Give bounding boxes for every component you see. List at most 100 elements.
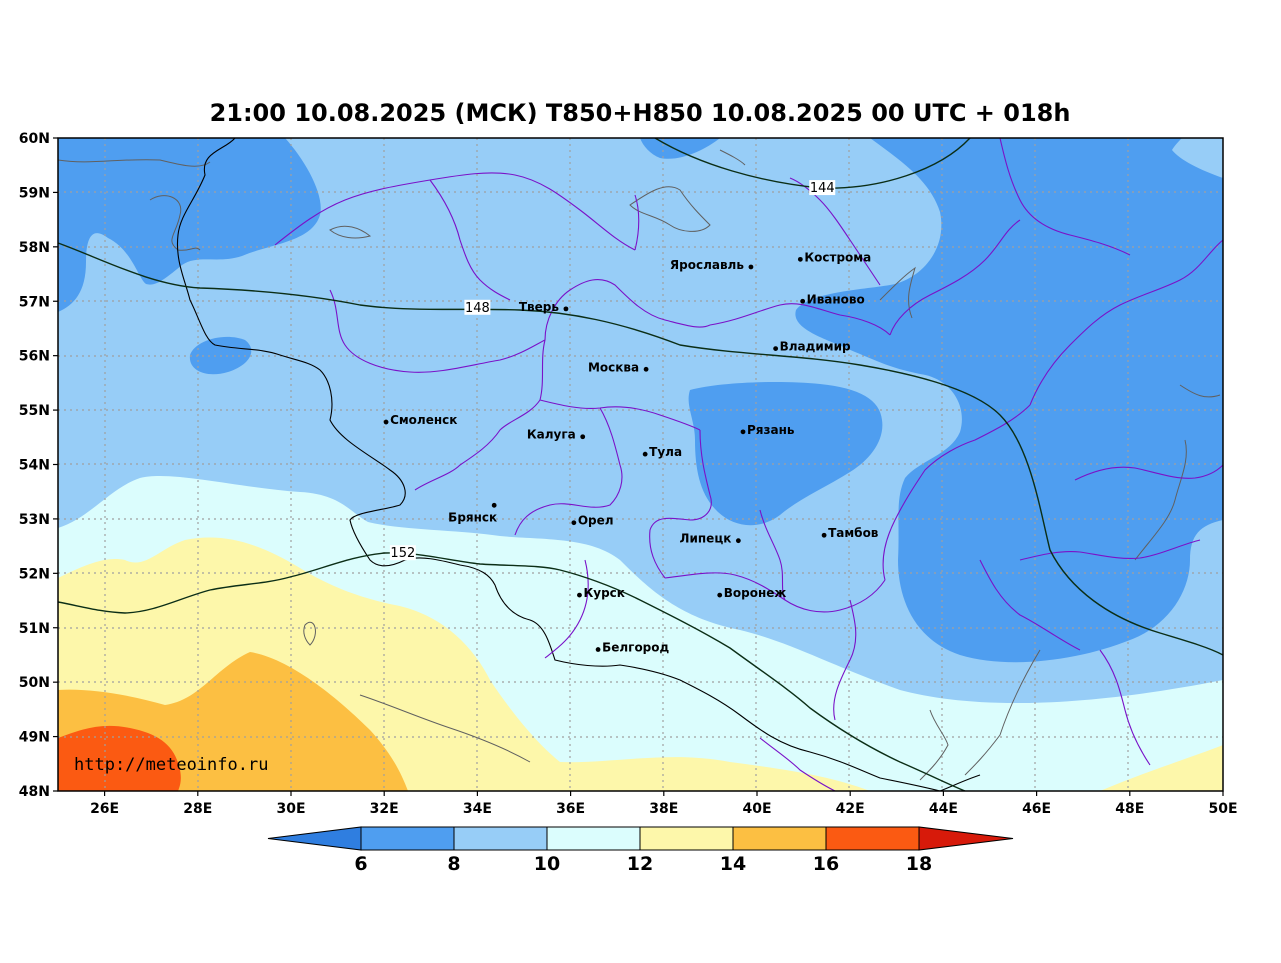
city-label: Курск <box>583 586 624 600</box>
city-label: Калуга <box>527 428 576 442</box>
isohypse-label-bg <box>809 180 836 196</box>
isohypse-label: 144 <box>810 181 835 196</box>
city-dot <box>595 647 601 652</box>
isohypse-labels: 144 148 152 <box>389 180 836 561</box>
city-label: Воронеж <box>724 586 787 600</box>
lon-tick-label: 38E <box>649 801 678 817</box>
city-dot <box>717 592 723 598</box>
lat-tick-label: 57N <box>19 294 50 310</box>
temp-band-6-8-ryazan <box>688 382 883 526</box>
colorbar-cell <box>732 826 827 851</box>
city-label: Липецк <box>680 532 732 546</box>
city-label: Иваново <box>807 292 865 306</box>
city-dot <box>773 346 779 351</box>
city-dot <box>383 419 389 425</box>
colorbar-low-arrow <box>267 826 362 851</box>
temp-band-6-8-west <box>58 138 321 312</box>
city-dot <box>580 434 586 440</box>
isohypse-label-bg <box>389 545 416 561</box>
city-label: Тверь <box>519 300 560 314</box>
isohypse-label: 152 <box>390 546 415 561</box>
longitude-axis: 26E 28E 30E 32E 34E 36E 38E 40E 42E 44E 46E 48E 50E <box>90 791 1238 817</box>
lat-tick-label: 51N <box>19 621 50 637</box>
temp-band-18-plus <box>58 725 181 791</box>
lon-tick-label: 32E <box>370 801 399 817</box>
city-label: Кострома <box>804 250 871 264</box>
city-label: Тула <box>649 445 682 459</box>
colorbar-tick-label: 10 <box>534 853 560 875</box>
lat-tick-label: 49N <box>19 730 50 746</box>
city-label: Ярославль <box>670 258 744 272</box>
city-dot <box>735 538 741 544</box>
colorbar-tick-label: 8 <box>447 853 460 875</box>
isohypse-label-bg <box>464 299 491 315</box>
lat-tick-label: 60N <box>19 131 50 147</box>
city-dot <box>571 520 577 526</box>
lon-tick-label: 42E <box>836 801 865 817</box>
lon-tick-label: 48E <box>1115 801 1144 817</box>
city-dot <box>797 256 803 262</box>
city-dot <box>740 429 746 435</box>
lat-tick-label: 55N <box>19 403 50 419</box>
lat-tick-label: 59N <box>19 185 50 201</box>
city-label: Смоленск <box>390 413 457 427</box>
lon-tick-label: 26E <box>90 801 119 817</box>
city-label: Орел <box>578 514 614 528</box>
lat-tick-label: 56N <box>19 349 50 365</box>
colorbar-high-arrow <box>918 826 1014 851</box>
city-label: Москва <box>588 360 639 374</box>
chart-title: 21:00 10.08.2025 (МСК) T850+H850 10.08.2… <box>210 99 1071 127</box>
colorbar: 6 8 10 12 14 16 18 <box>267 826 1014 875</box>
colorbar-tick-label: 6 <box>354 853 367 875</box>
city-markers: Ярославль Кострома Иваново Тверь Владимир Мос… <box>383 250 879 655</box>
lon-tick-label: 28E <box>183 801 212 817</box>
region-borders <box>274 138 1223 791</box>
lon-tick-label: 44E <box>929 801 958 817</box>
colorbar-tick-label: 14 <box>720 853 746 875</box>
colorbar-tick-label: 12 <box>627 853 653 875</box>
colorbar-cell <box>453 826 548 851</box>
temp-band-6-8-north <box>640 138 720 159</box>
temp-band-6-8-east <box>795 138 1223 663</box>
city-dot <box>821 532 827 538</box>
city-label: Владимир <box>780 340 851 354</box>
lon-tick-label: 36E <box>556 801 585 817</box>
city-dot <box>748 264 754 270</box>
city-label: Тамбов <box>828 526 879 540</box>
colorbar-cell <box>546 826 641 851</box>
isohypse-152 <box>58 552 966 791</box>
lat-tick-label: 53N <box>19 512 50 528</box>
colorbar-cell <box>639 826 734 851</box>
lon-tick-label: 46E <box>1022 801 1051 817</box>
map-area <box>58 138 1223 791</box>
lat-tick-label: 52N <box>19 566 50 582</box>
latitude-axis: 60N 59N 58N 57N 56N 55N 54N 53N 52N 51N 50N 49N 48N <box>19 131 58 800</box>
lon-tick-label: 40E <box>742 801 771 817</box>
lat-tick-label: 50N <box>19 675 50 691</box>
lat-tick-label: 54N <box>19 458 50 474</box>
colorbar-cell <box>825 826 920 851</box>
colorbar-tick-label: 16 <box>813 853 839 875</box>
lon-tick-label: 30E <box>276 801 305 817</box>
temp-band-14-16-east <box>1100 745 1223 791</box>
watermark-text: http://meteoinfo.ru <box>74 755 268 775</box>
lat-tick-label: 48N <box>19 784 50 800</box>
city-dot <box>643 366 649 372</box>
city-label: Брянск <box>448 510 497 524</box>
colorbar-tick-label: 18 <box>906 853 932 875</box>
isohypse-label: 148 <box>465 301 490 316</box>
city-dot <box>563 306 569 312</box>
city-label: Рязань <box>747 423 795 437</box>
city-dot <box>800 298 806 304</box>
water-outlines <box>58 149 1221 781</box>
lon-tick-label: 34E <box>463 801 492 817</box>
colorbar-cell <box>360 826 455 851</box>
lon-tick-label: 50E <box>1208 801 1237 817</box>
country-borders <box>176 138 981 791</box>
city-label: Белгород <box>602 641 669 655</box>
isohypse-148 <box>58 242 1223 656</box>
lat-tick-label: 58N <box>19 240 50 256</box>
city-dot <box>491 502 497 508</box>
city-dot <box>577 592 582 598</box>
